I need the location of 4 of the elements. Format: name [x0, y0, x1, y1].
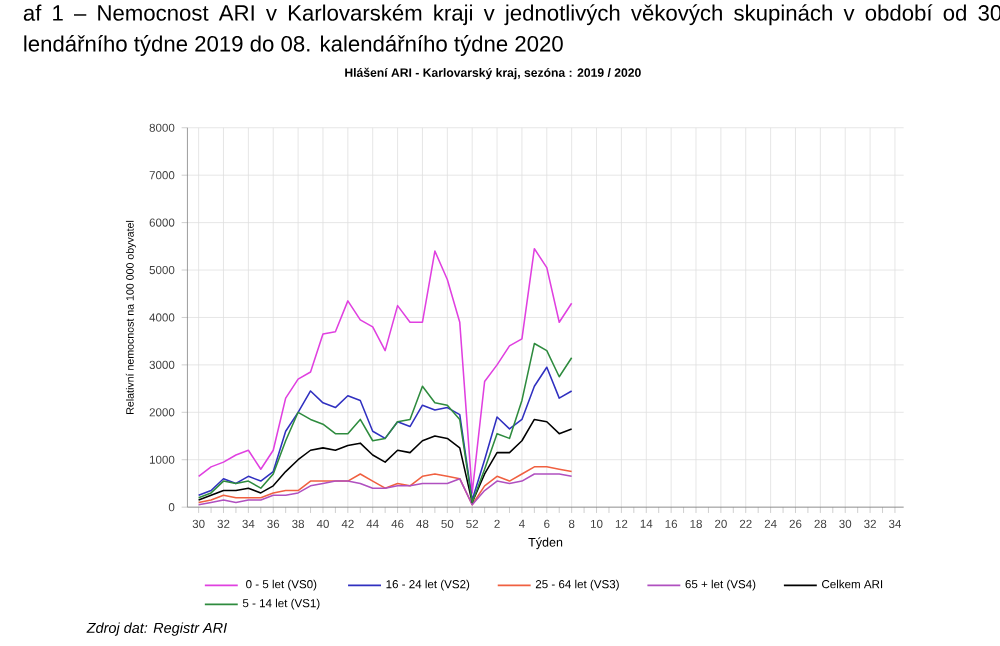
line-series	[197, 418, 573, 503]
line-series	[197, 366, 573, 501]
line-series	[197, 247, 573, 494]
line-series	[197, 342, 573, 503]
